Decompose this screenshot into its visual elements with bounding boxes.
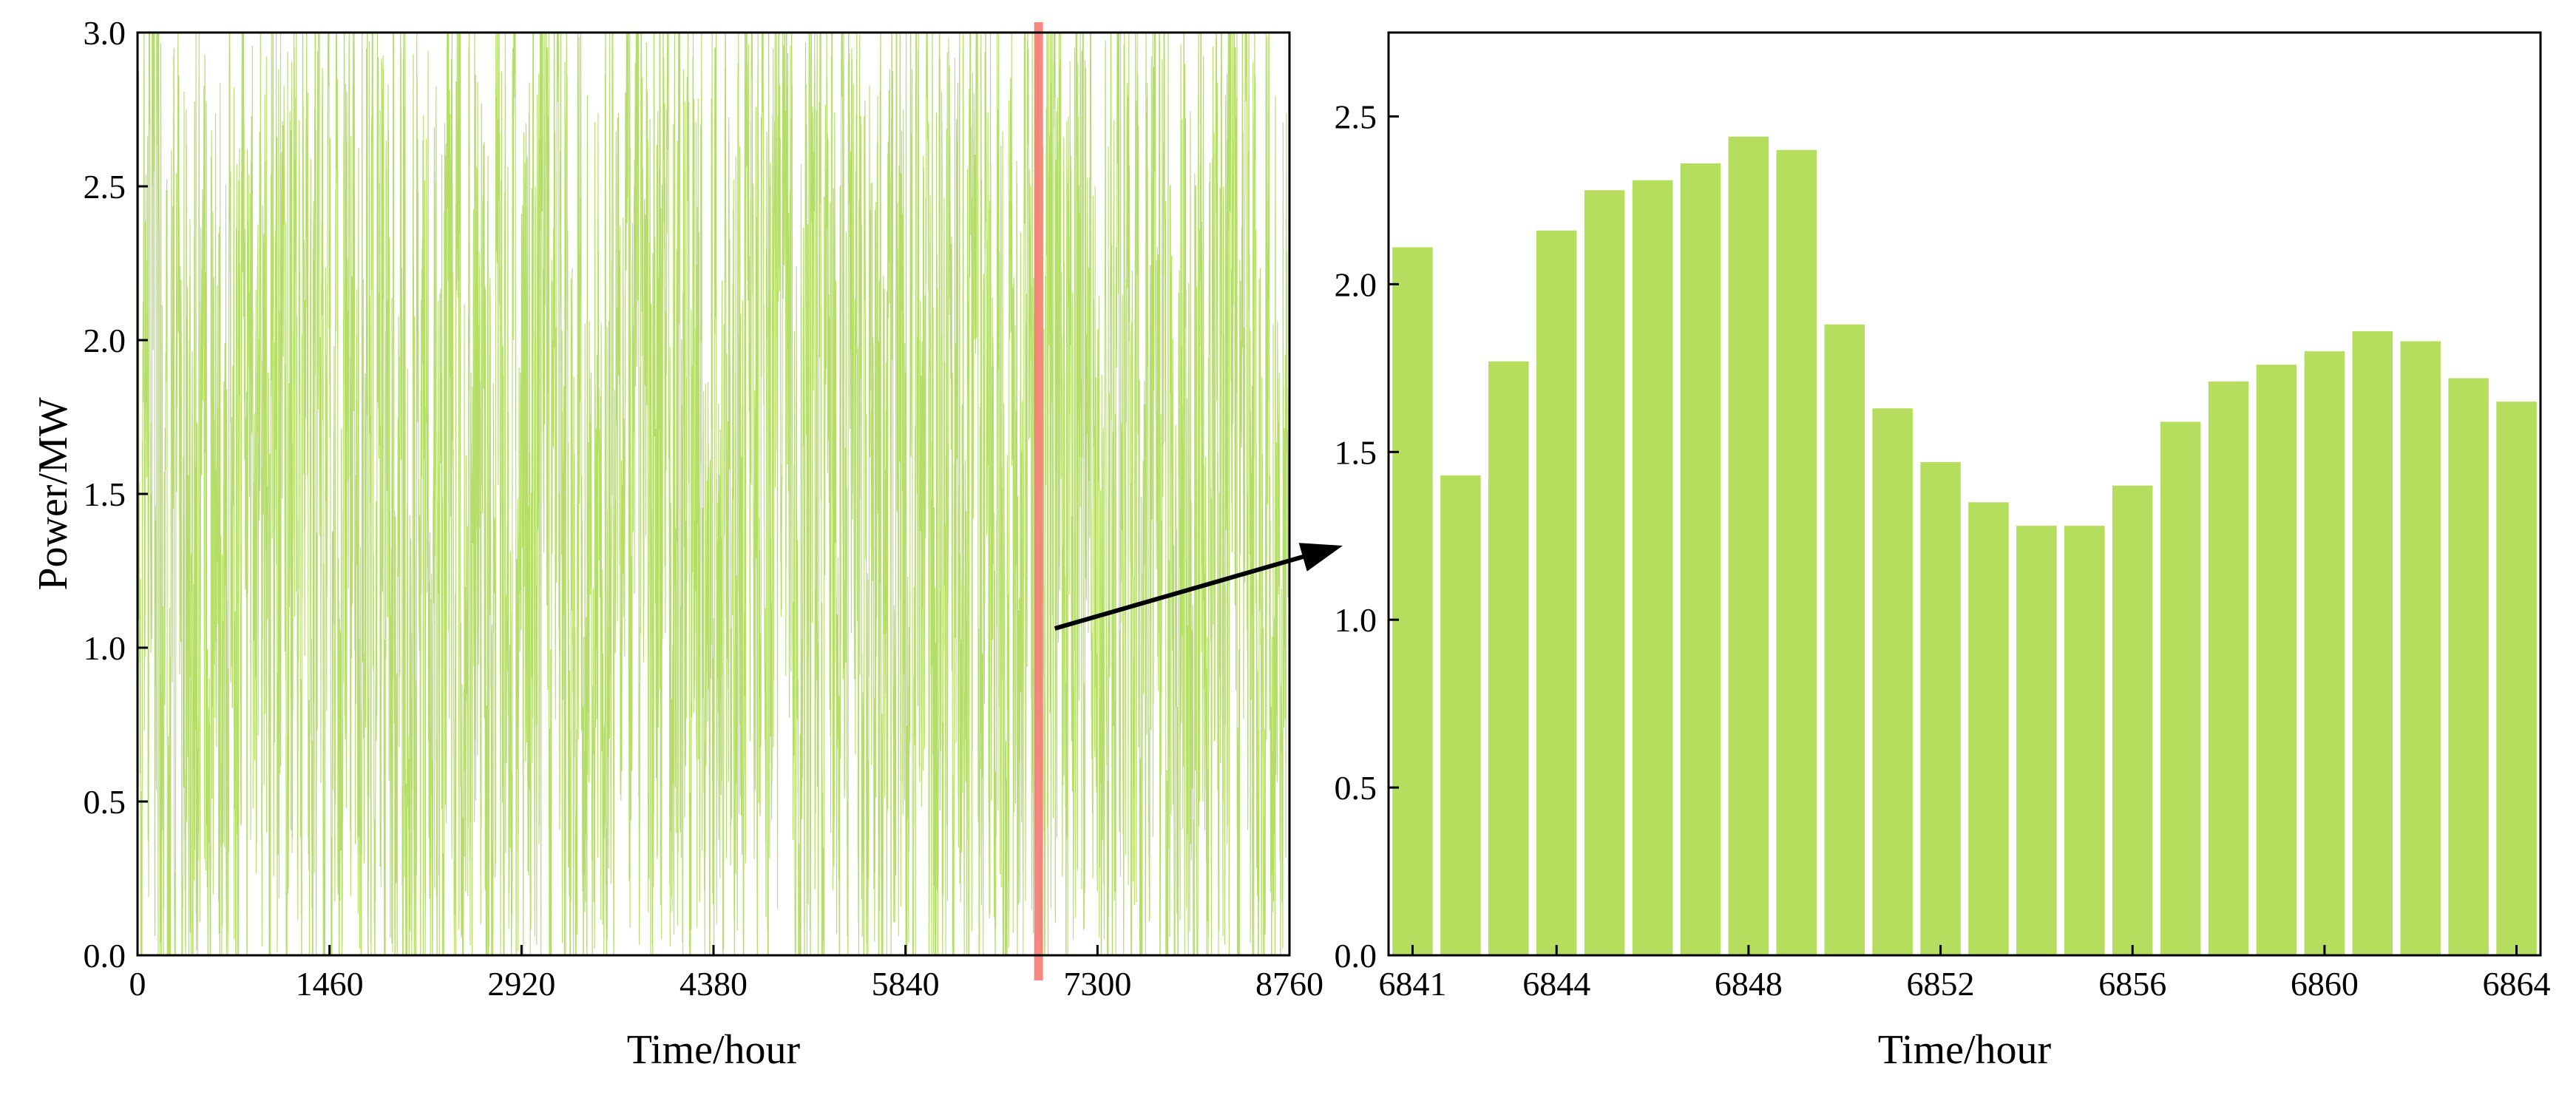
x-tick-label: 7300 [1063,965,1131,1003]
y-tick-label: 0.0 [84,937,126,975]
bar [2352,331,2393,955]
x-axis-title: Time/hour [1878,1027,2052,1073]
highlight-band [1034,22,1043,980]
y-tick-label: 1.0 [1335,601,1377,639]
bar [1824,324,1865,956]
bar [2448,378,2489,955]
wind-power-series [137,32,1290,957]
x-tick-label: 6844 [1522,965,1590,1003]
arrow-head [1298,543,1343,572]
x-tick-label: 6848 [1715,965,1783,1003]
bar [2208,381,2249,955]
bar [2400,341,2441,956]
y-tick-label: 0.0 [1335,937,1377,975]
bar [2304,351,2345,955]
bar [1536,230,1577,956]
bar [1440,475,1481,955]
x-tick-label: 1460 [296,965,364,1003]
x-tick-label: 0 [129,965,146,1003]
bar [1920,461,1961,955]
y-tick-label: 3.0 [84,14,126,52]
x-tick-label: 6864 [2483,965,2551,1003]
x-tick-label: 6860 [2291,965,2359,1003]
arrow-shaft [1054,552,1314,631]
bar [2496,401,2537,955]
x-tick-label: 8760 [1255,965,1323,1003]
bar [1488,361,1529,955]
bar [2112,485,2153,955]
series-line [137,32,1290,957]
y-tick-label: 2.5 [1335,98,1377,135]
y-tick-label: 2.0 [84,322,126,359]
y-tick-label: 2.5 [84,168,126,206]
y-tick-label: 1.0 [84,629,126,667]
left-axes: 0 1460 2920 4380 5840 7300 8760 0.0 0.5 1.0 1.5 2.0… [30,14,1323,1073]
x-tick-label: 4380 [679,965,748,1003]
highlight-bar [1034,22,1043,980]
x-tick-label: 6852 [1907,965,1975,1003]
x-tick-label: 6841 [1378,965,1446,1003]
bar [1680,163,1721,955]
y-tick-label: 1.5 [84,475,126,513]
y-axis-title: Power/MW [30,397,76,590]
x-tick-label: 6856 [2098,965,2166,1003]
y-tick-label: 1.5 [1335,433,1377,471]
bar [1776,149,1817,955]
bar [2256,365,2297,955]
bar [2160,421,2201,955]
bar [1392,247,1433,956]
y-tick-label: 2.0 [1335,265,1377,303]
bar [1632,180,1673,956]
bar [1872,408,1913,955]
bar [1584,190,1625,955]
zoom-arrow [1054,543,1343,631]
x-tick-label: 5840 [872,965,940,1003]
bar [2064,526,2105,955]
bar-series [1392,136,2537,956]
plot-frame [1387,31,2542,957]
bar [1968,502,2009,955]
x-tick-label: 2920 [487,965,555,1003]
bar [2016,526,2057,955]
bar [1728,136,1769,956]
x-axis-title: Time/hour [627,1027,801,1073]
y-tick-label: 0.5 [1335,769,1377,807]
y-tick-label: 0.5 [84,783,126,821]
right-axes: 6841 6844 6848 6852 6856 6860 6864 0.0 0.5 1.0 1.5… [1335,31,2551,1073]
